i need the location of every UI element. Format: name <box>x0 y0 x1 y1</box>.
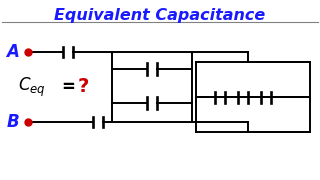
Text: Equivalent Capacitance: Equivalent Capacitance <box>54 8 266 23</box>
Text: ?: ? <box>78 78 89 96</box>
Text: B: B <box>7 113 19 131</box>
Text: A: A <box>7 43 20 61</box>
Text: $C_{eq}$: $C_{eq}$ <box>18 75 46 99</box>
Text: =: = <box>62 78 82 96</box>
